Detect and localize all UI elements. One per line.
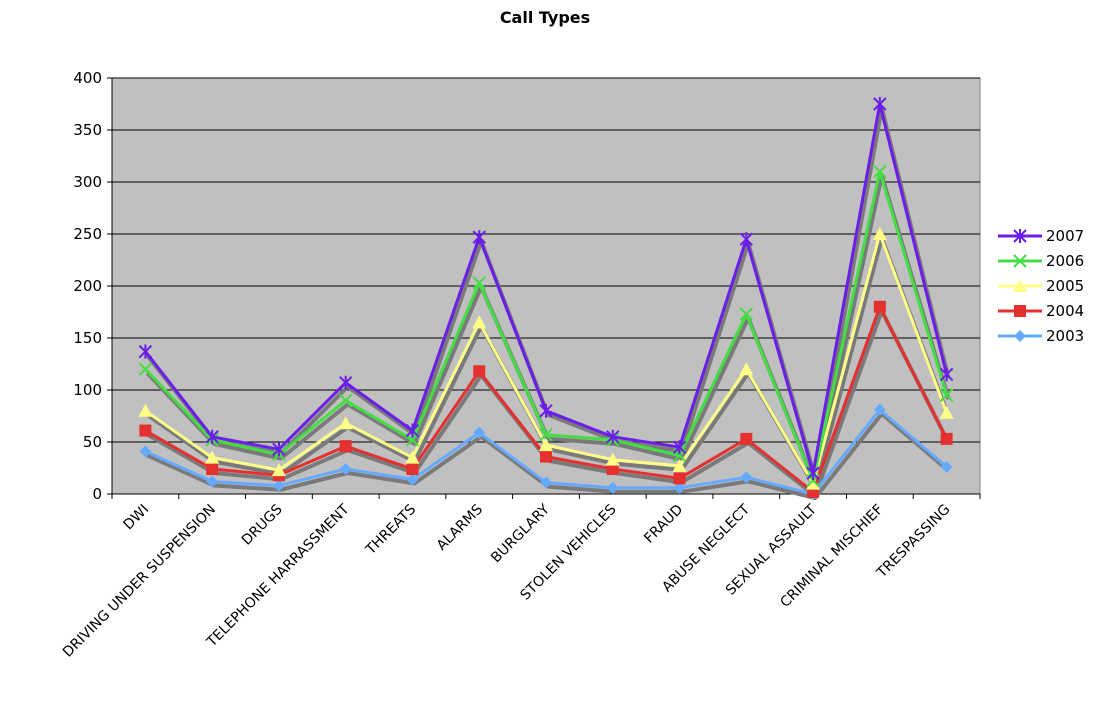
data-point — [473, 365, 486, 378]
data-point — [673, 481, 686, 494]
x-tick-label: DWI — [121, 502, 153, 534]
data-point — [138, 362, 153, 376]
data-point — [206, 475, 219, 488]
data-point — [138, 403, 153, 417]
y-tick-label: 300 — [73, 173, 102, 191]
data-point — [539, 403, 553, 418]
data-point — [406, 473, 419, 486]
series-2005 — [138, 227, 954, 490]
data-point — [939, 388, 954, 402]
legend-label: 2007 — [1046, 227, 1084, 245]
data-point — [539, 428, 553, 442]
data-point — [806, 466, 820, 481]
y-tick-label: 0 — [92, 485, 102, 503]
data-point — [338, 416, 353, 430]
legend-label: 2003 — [1046, 327, 1084, 345]
x-tick-label: DRUGS — [239, 501, 286, 548]
data-point — [872, 227, 887, 240]
data-point — [1013, 279, 1027, 292]
data-point — [873, 164, 887, 179]
data-point — [271, 463, 286, 477]
x-tick-label: BURGLARY — [488, 501, 553, 566]
data-point — [405, 450, 420, 464]
x-tick-label: ALARMS — [434, 501, 486, 553]
x-tick-label: THREATS — [362, 501, 419, 558]
data-point — [939, 405, 954, 419]
legend-item: 2003 — [998, 327, 1084, 345]
data-point — [138, 344, 153, 359]
data-point — [1014, 330, 1026, 342]
series-2007 — [138, 97, 954, 481]
data-point — [472, 315, 487, 329]
data-point — [205, 450, 220, 464]
data-point — [606, 429, 620, 444]
legend: 2007 2006 2005 2004 2003 — [998, 227, 1084, 345]
data-point — [739, 232, 754, 247]
data-point — [806, 476, 821, 490]
data-point — [206, 463, 219, 476]
legend-item: 2006 — [998, 252, 1084, 270]
y-tick-label: 250 — [73, 225, 102, 243]
data-point — [405, 423, 420, 438]
data-point — [672, 440, 687, 455]
data-point — [739, 362, 754, 376]
data-point — [740, 471, 753, 484]
data-point — [739, 307, 754, 321]
data-point — [740, 432, 753, 445]
data-point — [205, 429, 219, 444]
data-point — [339, 463, 352, 476]
data-point — [1014, 305, 1026, 317]
data-point — [873, 300, 886, 313]
data-point — [338, 393, 353, 408]
data-point — [406, 463, 419, 476]
data-point — [139, 424, 152, 437]
data-point — [339, 440, 352, 453]
legend-item: 2005 — [998, 277, 1084, 295]
data-point — [873, 403, 886, 416]
y-tick-label: 400 — [73, 69, 102, 87]
x-tick-label: TELEPHONE HARRASSMENT — [203, 501, 353, 651]
y-tick-label: 150 — [73, 329, 102, 347]
y-tick-label: 100 — [73, 381, 102, 399]
data-point — [540, 450, 552, 463]
legend-label: 2006 — [1046, 252, 1084, 270]
data-point — [473, 426, 486, 439]
data-point — [940, 432, 953, 445]
data-point — [1013, 254, 1027, 268]
y-tick-label: 50 — [83, 433, 102, 451]
data-point — [338, 375, 353, 390]
data-point — [1013, 229, 1027, 243]
legend-item: 2007 — [998, 227, 1084, 245]
legend-label: 2004 — [1046, 302, 1084, 320]
y-tick-label: 200 — [73, 277, 102, 295]
data-point — [673, 472, 686, 485]
data-point — [540, 476, 552, 489]
data-point — [472, 230, 486, 245]
data-point — [939, 367, 954, 382]
data-point — [606, 481, 619, 494]
legend-item: 2004 — [998, 302, 1084, 320]
data-point — [873, 97, 887, 111]
x-tick-label: FRAUD — [641, 502, 686, 547]
legend-label: 2005 — [1046, 277, 1084, 295]
data-point — [672, 458, 687, 472]
data-point — [605, 452, 620, 466]
chart-title: Call Types — [500, 8, 590, 27]
data-point — [539, 438, 553, 452]
y-tick-label: 350 — [73, 121, 102, 139]
data-point — [272, 442, 286, 457]
data-point — [272, 479, 285, 492]
data-point — [606, 463, 619, 476]
data-point — [940, 460, 953, 473]
data-point — [139, 445, 152, 458]
data-point — [472, 276, 486, 290]
